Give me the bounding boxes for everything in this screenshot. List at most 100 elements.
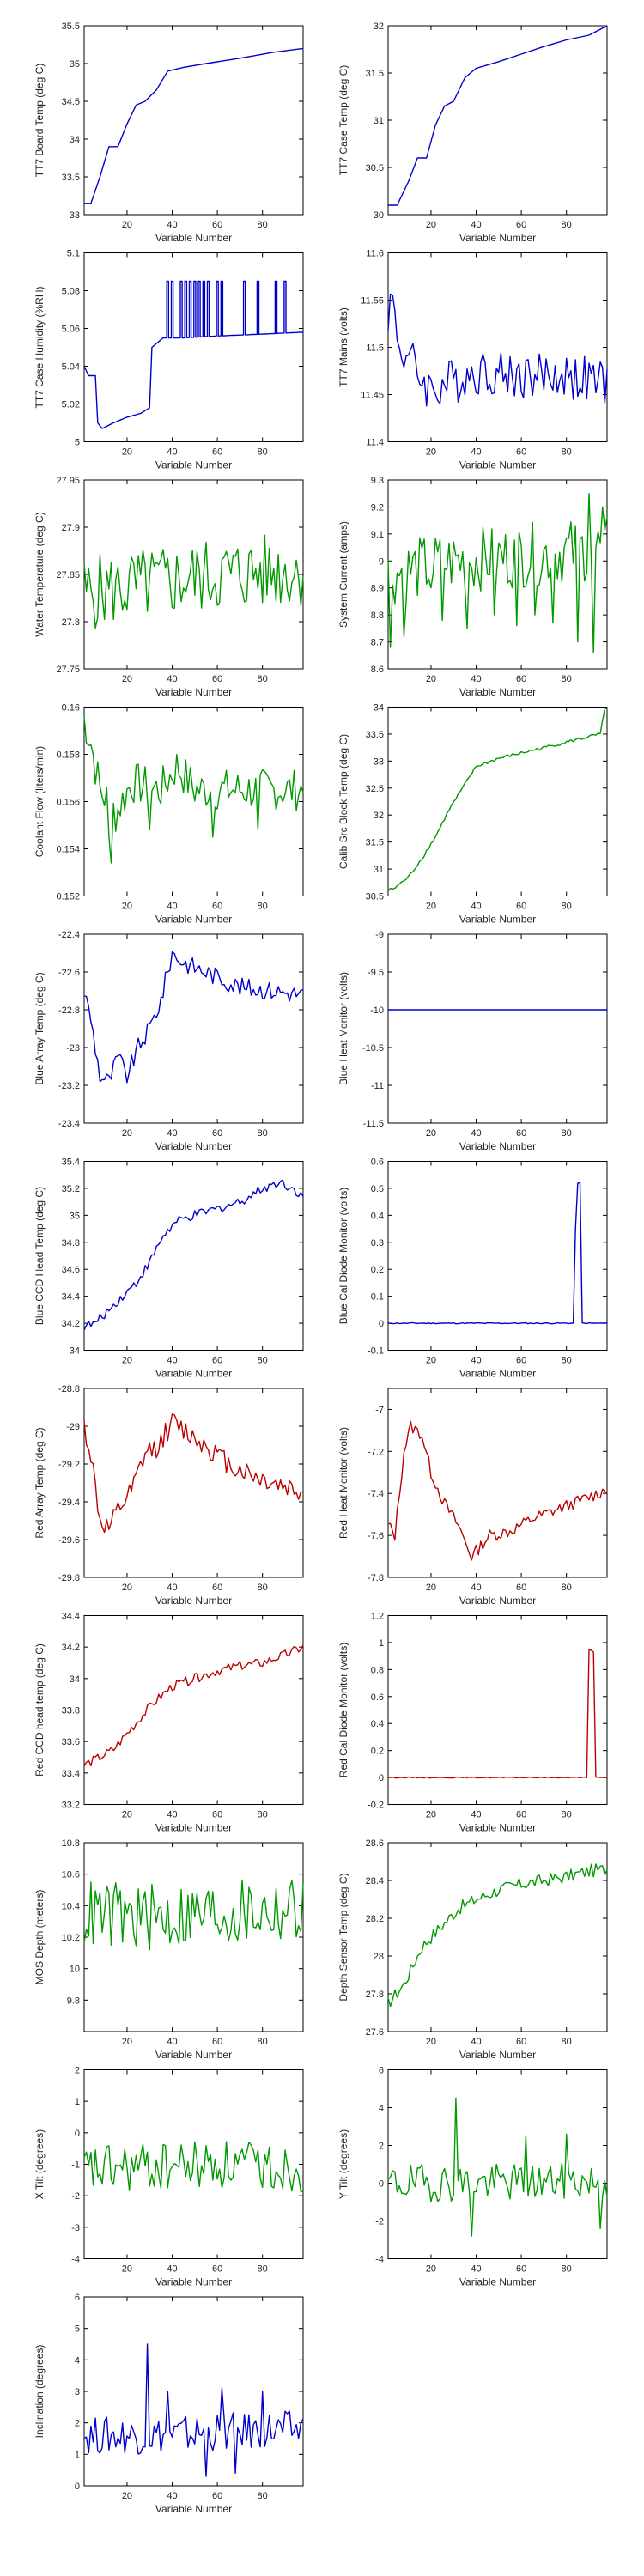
y-tick-label: 33 — [70, 210, 80, 221]
y-tick-label: 0 — [379, 2179, 384, 2190]
y-axis-label: Coolant Flow (liters/min) — [33, 746, 46, 857]
x-tick-label: 60 — [212, 674, 222, 684]
y-axis-label: Inclination (degrees) — [33, 2345, 46, 2439]
y-tick-label: -29.4 — [58, 1498, 80, 1508]
subplot-17: 9.8 10 10.2 10.4 10.6 10.8 20 40 60 80 Variable Nu… — [33, 1838, 304, 2061]
y-tick-label: 9.2 — [371, 502, 384, 513]
x-tick-label: 60 — [516, 447, 526, 458]
y-tick-label: 8.7 — [371, 638, 384, 648]
y-tick-label: 10 — [70, 1965, 80, 1975]
y-tick-label: 9.1 — [371, 530, 384, 540]
series-line-1 — [83, 716, 304, 864]
x-axis-label: Variable Number — [155, 2276, 232, 2288]
x-axis-label: Variable Number — [155, 2049, 232, 2061]
y-tick-label: 5 — [75, 2324, 80, 2335]
subplot-9: -23.4 -23.2 -23 -22.8 -22.6 -22.4 20 40 60 80 Vari… — [33, 930, 304, 1152]
plot-frame — [387, 933, 608, 1124]
y-tick-label: 34.4 — [62, 1612, 80, 1622]
x-tick-label: 80 — [562, 1356, 572, 1366]
series-line-1 — [387, 2097, 608, 2237]
x-tick-label: 40 — [167, 1810, 177, 1820]
x-axis-label: Variable Number — [459, 914, 536, 926]
x-tick-label: 40 — [471, 1583, 481, 1593]
y-tick-label: -0.1 — [368, 1346, 384, 1357]
y-tick-label: 9.8 — [67, 1996, 80, 2006]
x-tick-label: 80 — [562, 220, 572, 230]
y-tick-label: 32 — [374, 811, 384, 821]
x-tick-label: 60 — [516, 1810, 526, 1820]
x-tick-label: 80 — [258, 220, 268, 230]
y-tick-label: 35.4 — [62, 1157, 80, 1168]
y-tick-label: 31.5 — [366, 69, 384, 79]
x-tick-label: 40 — [471, 902, 481, 912]
y-tick-label: -23.2 — [58, 1081, 80, 1091]
y-tick-label: 27.85 — [56, 570, 80, 580]
x-tick-label: 80 — [258, 1356, 268, 1366]
y-tick-label: 33.8 — [62, 1706, 80, 1716]
x-axis-label: Variable Number — [155, 1368, 232, 1380]
y-tick-label: 35.5 — [62, 21, 80, 32]
x-tick-label: 60 — [212, 1810, 222, 1820]
subplot-10: -11.5 -11 -10.5 -10 -9.5 -9 20 40 60 80 Variable N… — [337, 930, 608, 1152]
series-line-1 — [83, 2141, 304, 2193]
x-axis-label: Variable Number — [459, 1822, 536, 1834]
y-axis-label: Blue Array Temp (deg C) — [33, 972, 46, 1084]
series-line-1 — [83, 951, 304, 1084]
y-tick-label: 10.6 — [62, 1870, 80, 1880]
y-tick-label: 1 — [75, 2450, 80, 2460]
series-line-1 — [83, 534, 304, 629]
plot-frame — [83, 2296, 304, 2487]
y-axis-label: TT7 Case Temp (deg C) — [337, 65, 349, 176]
y-tick-label: -2 — [71, 2191, 80, 2202]
y-tick-label: 0.3 — [371, 1238, 384, 1249]
y-tick-label: 28.4 — [366, 1876, 384, 1886]
y-tick-label: 9.3 — [371, 476, 384, 486]
y-tick-label: 4 — [75, 2355, 80, 2366]
x-tick-label: 20 — [122, 1356, 132, 1366]
x-axis-label: Variable Number — [459, 459, 536, 471]
y-tick-label: -3 — [71, 2223, 80, 2233]
y-tick-label: 35 — [70, 1211, 80, 1221]
plot-frame — [387, 252, 608, 442]
plot-frame — [387, 1388, 608, 1578]
x-axis-label: Variable Number — [459, 686, 536, 698]
y-axis-label: Red Cal Diode Monitor (volts) — [337, 1643, 349, 1777]
plot-frame — [387, 1161, 608, 1351]
y-axis-label: TT7 Mains (volts) — [337, 307, 349, 387]
x-tick-label: 80 — [258, 902, 268, 912]
x-tick-label: 40 — [167, 447, 177, 458]
x-axis-label: Variable Number — [155, 686, 232, 698]
x-tick-label: 20 — [426, 674, 436, 684]
y-tick-label: 34.5 — [62, 97, 80, 107]
y-axis-label: Depth Sensor Temp (deg C) — [337, 1873, 349, 2001]
x-tick-label: 80 — [562, 2264, 572, 2275]
subplot-21: 0 1 2 3 4 5 6 20 40 60 80 Variable Number Inclinatio… — [33, 2293, 304, 2515]
y-tick-label: 27.75 — [56, 665, 80, 675]
x-axis-label: Variable Number — [459, 1595, 536, 1607]
series-line-1 — [387, 1420, 608, 1561]
y-tick-label: 31 — [374, 116, 384, 126]
x-axis-label: Variable Number — [155, 2503, 232, 2515]
plot-frame — [387, 707, 608, 896]
x-tick-label: 80 — [562, 1583, 572, 1593]
x-tick-label: 20 — [426, 1356, 436, 1366]
x-tick-label: 80 — [258, 2491, 268, 2501]
y-tick-label: -7 — [375, 1405, 384, 1415]
y-tick-label: 28 — [374, 1952, 384, 1962]
y-tick-label: -29 — [66, 1422, 80, 1432]
y-tick-label: 11.55 — [361, 296, 384, 307]
y-tick-label: 28.6 — [366, 1838, 384, 1849]
subplot-5: 27.75 27.8 27.85 27.9 27.95 20 40 60 80 Variable … — [33, 476, 304, 698]
x-tick-label: 80 — [258, 447, 268, 458]
y-tick-label: -23 — [66, 1043, 80, 1054]
y-tick-label: 35.2 — [62, 1184, 80, 1194]
y-tick-label: 0.156 — [56, 798, 80, 808]
x-tick-label: 40 — [167, 1128, 177, 1139]
y-tick-label: 2 — [75, 2419, 80, 2429]
y-tick-label: 31 — [374, 865, 384, 875]
y-axis-label: MOS Depth (meters) — [33, 1890, 46, 1985]
plot-frame — [387, 1842, 608, 2032]
x-axis-label: Variable Number — [459, 1140, 536, 1152]
y-tick-label: 30.5 — [366, 163, 384, 173]
subplot-15: 33.2 33.4 33.6 33.8 34 34.2 34.4 20 40 60 80 Variab… — [33, 1612, 304, 1834]
